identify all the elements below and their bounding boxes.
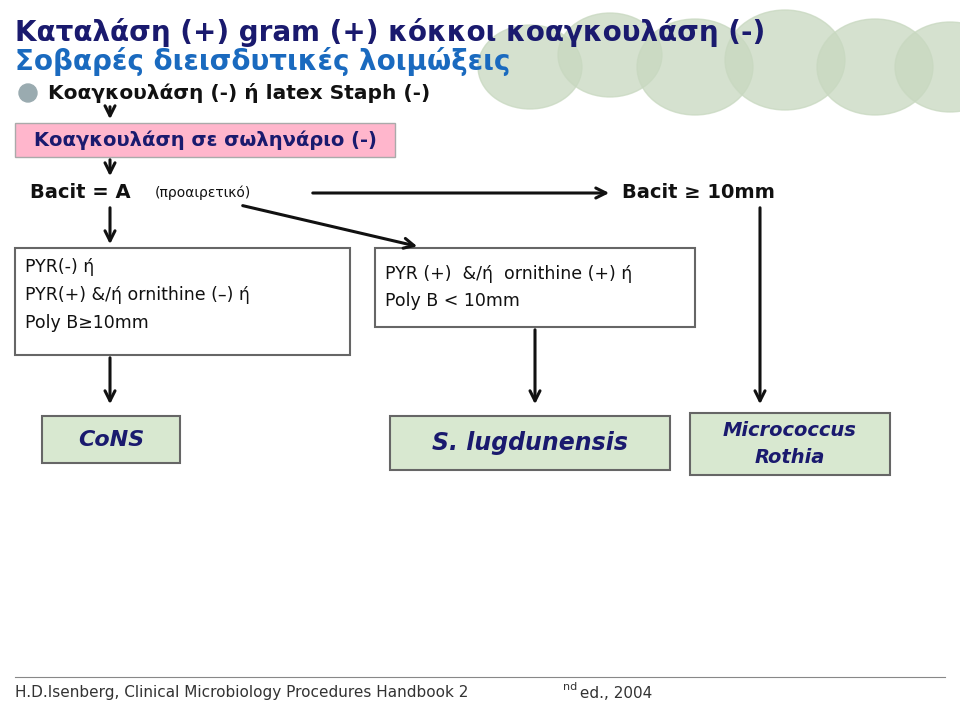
FancyBboxPatch shape bbox=[375, 248, 695, 327]
Ellipse shape bbox=[558, 13, 662, 97]
Text: Micrococcus
Rothia: Micrococcus Rothia bbox=[723, 421, 857, 467]
FancyBboxPatch shape bbox=[390, 416, 670, 470]
Text: nd: nd bbox=[563, 682, 577, 692]
Text: CoNS: CoNS bbox=[78, 430, 144, 450]
Text: ed., 2004: ed., 2004 bbox=[575, 686, 652, 701]
FancyBboxPatch shape bbox=[42, 416, 180, 463]
Text: H.D.Isenberg, Clinical Microbiology Procedures Handbook 2: H.D.Isenberg, Clinical Microbiology Proc… bbox=[15, 686, 468, 701]
Text: S. lugdunensis: S. lugdunensis bbox=[432, 431, 628, 455]
FancyBboxPatch shape bbox=[15, 248, 350, 355]
Text: Bacit ≥ 10mm: Bacit ≥ 10mm bbox=[622, 184, 775, 202]
Ellipse shape bbox=[478, 25, 582, 109]
Text: (προαιρετικό): (προαιρετικό) bbox=[155, 186, 252, 200]
FancyBboxPatch shape bbox=[690, 413, 890, 475]
Text: Καταλάση (+) gram (+) κόκκοι κοαγκουλάση (-): Καταλάση (+) gram (+) κόκκοι κοαγκουλάση… bbox=[15, 18, 765, 47]
Text: Bacit = A: Bacit = A bbox=[30, 184, 131, 202]
Ellipse shape bbox=[637, 19, 753, 115]
Text: Κοαγκουλάση (-) ή latex Staph (-): Κοαγκουλάση (-) ή latex Staph (-) bbox=[48, 83, 430, 103]
Text: Κοαγκουλάση σε σωληνάριο (-): Κοαγκουλάση σε σωληνάριο (-) bbox=[34, 130, 376, 149]
Text: PYR(-) ή
PYR(+) &/ή ornithine (–) ή
Poly B≥10mm: PYR(-) ή PYR(+) &/ή ornithine (–) ή Poly… bbox=[25, 258, 250, 332]
Text: PYR (+)  &/ή  ornithine (+) ή
Poly B < 10mm: PYR (+) &/ή ornithine (+) ή Poly B < 10m… bbox=[385, 265, 633, 310]
Ellipse shape bbox=[725, 10, 845, 110]
Ellipse shape bbox=[895, 22, 960, 112]
FancyBboxPatch shape bbox=[15, 123, 395, 157]
Ellipse shape bbox=[817, 19, 933, 115]
Circle shape bbox=[19, 84, 37, 102]
Text: Σοβαρές διεισδυτικές λοιμώξεις: Σοβαρές διεισδυτικές λοιμώξεις bbox=[15, 47, 511, 76]
